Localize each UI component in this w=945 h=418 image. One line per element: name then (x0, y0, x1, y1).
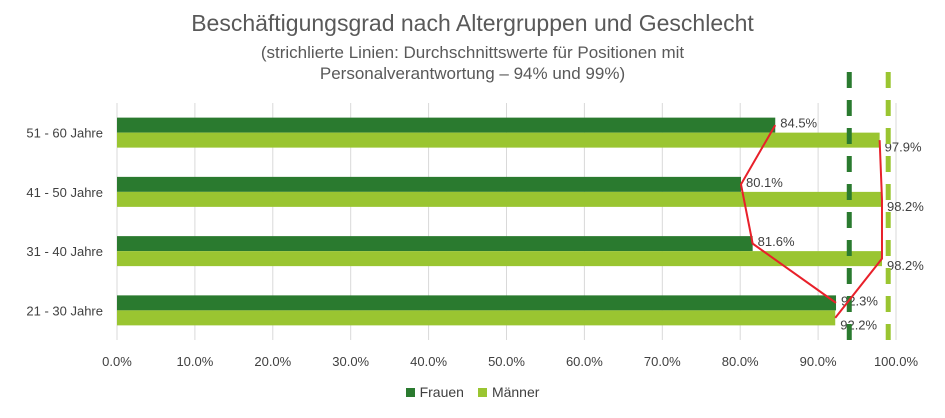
legend-label-frauen: Frauen (419, 384, 464, 400)
legend-item-frauen: Frauen (405, 384, 464, 400)
legend-label-maenner: Männer (491, 384, 540, 400)
x-tick-label: 70.0% (644, 354, 681, 369)
category-label: 41 - 50 Jahre (26, 185, 103, 200)
chart-legend: Frauen Männer (0, 384, 945, 400)
chart-subtitle-line-1: (strichlierte Linien: Durchschnittswerte… (260, 43, 685, 62)
bar-maenner (117, 191, 882, 207)
data-label-frauen: 81.6% (758, 234, 795, 249)
x-tick-label: 100.0% (874, 354, 919, 369)
x-tick-label: 80.0% (722, 354, 759, 369)
data-label-frauen: 80.1% (746, 175, 783, 190)
category-label: 51 - 60 Jahre (26, 126, 103, 141)
x-tick-label: 0.0% (102, 354, 132, 369)
bar-maenner (117, 251, 882, 267)
x-tick-label: 10.0% (176, 354, 213, 369)
bar-frauen (117, 236, 753, 252)
data-label-maenner: 98.2% (887, 199, 924, 214)
category-label: 31 - 40 Jahre (26, 244, 103, 259)
legend-item-maenner: Männer (477, 384, 540, 400)
bar-frauen (117, 117, 776, 133)
bar-maenner (117, 132, 880, 148)
chart-subtitle-line-2: Personalverantwortung – 94% und 99%) (319, 64, 626, 83)
bar-frauen (117, 176, 741, 192)
x-tick-label: 20.0% (254, 354, 291, 369)
chart-title: Beschäftigungsgrad nach Altergruppen und… (191, 10, 754, 36)
connector-line-maenner (834, 140, 883, 319)
data-label-frauen: 84.5% (780, 116, 817, 131)
bar-frauen (117, 295, 837, 311)
data-label-frauen: 92.3% (841, 293, 878, 308)
data-label-maenner: 98.2% (887, 258, 924, 273)
x-tick-label: 30.0% (332, 354, 369, 369)
x-tick-label: 90.0% (800, 354, 837, 369)
x-tick-label: 40.0% (410, 354, 447, 369)
x-tick-label: 60.0% (566, 354, 603, 369)
category-label: 21 - 30 Jahre (26, 303, 103, 318)
legend-swatch-frauen (405, 387, 415, 397)
connector-line-frauen (739, 124, 837, 304)
x-tick-label: 50.0% (488, 354, 525, 369)
legend-swatch-maenner (477, 387, 487, 397)
data-label-maenner: 97.9% (885, 140, 922, 155)
bar-maenner (117, 310, 836, 326)
data-label-maenner: 92.2% (840, 317, 877, 332)
